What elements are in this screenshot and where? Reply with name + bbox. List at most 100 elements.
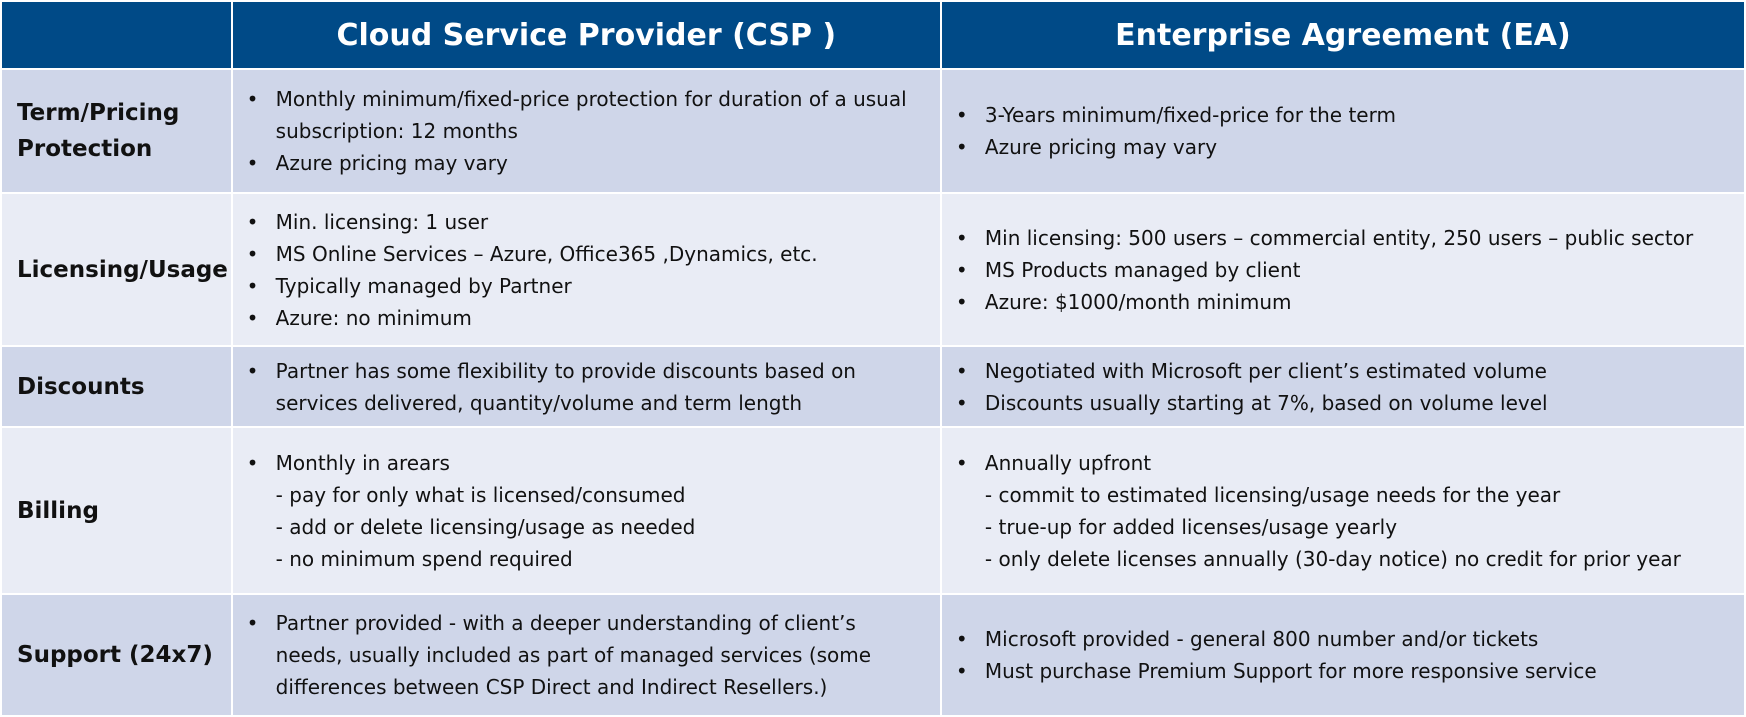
bullet-text: Partner provided - with a deeper underst… <box>275 611 856 636</box>
bullet-text: MS Products managed by client <box>984 257 1301 282</box>
bullet-item: • Typically managed by Partner <box>247 270 934 302</box>
bullet-dot-icon: • <box>246 305 259 330</box>
bullet-text: Discounts usually starting at 7%, based … <box>984 390 1548 415</box>
row-label-line: Term/Pricing <box>17 99 180 126</box>
bullet-text: Azure: no minimum <box>275 305 472 330</box>
bullet-text: Azure pricing may vary <box>275 150 508 175</box>
bullet-item: • MS Products managed by client <box>956 254 1738 286</box>
sub-item: - no minimum spend required <box>247 543 934 575</box>
bullet-item: • Min. licensing: 1 user <box>247 206 934 238</box>
bullet-text: Annually upfront <box>984 450 1152 475</box>
sub-item: - only delete licenses annually (30-day … <box>956 543 1738 575</box>
bullet-item: • Azure: no minimum <box>247 302 934 334</box>
continuation-text: differences between CSP Direct and Indir… <box>275 675 828 700</box>
bullet-text: Microsoft provided - general 800 number … <box>984 627 1539 652</box>
row-label-line: Support (24x7) <box>17 642 213 669</box>
ea-cell: • 3-Years minimum/fixed-price for the ter… <box>941 70 1744 192</box>
bullet-text: Typically managed by Partner <box>275 273 572 298</box>
bullet-text: MS Online Services – Azure, Office365 ,D… <box>275 241 818 266</box>
row-billing: Billing • Monthly in arears - pay for only … <box>2 428 1744 594</box>
bullet-text: Partner has some flexibility to provide … <box>275 358 856 383</box>
bullet-dot-icon: • <box>955 450 968 475</box>
header-ea: Enterprise Agreement (EA) <box>941 2 1744 68</box>
bullet-dot-icon: • <box>246 209 259 234</box>
bullet-item: • Annually upfront <box>956 447 1738 479</box>
bullet-item: • Azure pricing may vary <box>956 131 1738 163</box>
sub-item: - pay for only what is licensed/consumed <box>247 479 934 511</box>
row-label: Billing <box>2 428 231 594</box>
sub-item-text: - commit to estimated licensing/usage ne… <box>984 482 1561 507</box>
continuation-text: services delivered, quantity/volume and … <box>275 390 802 415</box>
ea-cell: • Annually upfront - commit to estimated l… <box>941 428 1744 594</box>
bullet-text: Azure: $1000/month minimum <box>984 289 1292 314</box>
bullet-item: • Monthly in arears <box>247 447 934 479</box>
row-licensing-usage: Licensing/Usage • Min. licensing: 1 user • M… <box>2 193 1744 346</box>
bullet-dot-icon: • <box>955 134 968 159</box>
bullet-dot-icon: • <box>955 358 968 383</box>
bullet-dot-icon: • <box>246 450 259 475</box>
csp-cell: • Monthly in arears - pay for only what is… <box>232 428 940 594</box>
bullet-item: • Azure pricing may vary <box>247 147 934 179</box>
bullet-item: • Min licensing: 500 users – commercial e… <box>956 222 1738 254</box>
bullet-text: Negotiated with Microsoft per client’s e… <box>984 358 1547 383</box>
bullet-item: • Monthly minimum/fixed-price protection … <box>247 83 934 115</box>
row-label-line: Billing <box>17 497 99 524</box>
ea-cell: • Negotiated with Microsoft per client’s … <box>941 347 1744 427</box>
bullet-item: • Azure: $1000/month minimum <box>956 286 1738 318</box>
bullet-dot-icon: • <box>955 289 968 314</box>
bullet-item: • Must purchase Premium Support for more … <box>956 655 1738 687</box>
bullet-dot-icon: • <box>955 102 968 127</box>
row-label: Term/Pricing Protection <box>2 70 231 192</box>
sub-item-text: - add or delete licensing/usage as neede… <box>275 514 696 539</box>
row-label: Support (24x7) <box>2 595 231 715</box>
row-label: Licensing/Usage <box>2 193 231 346</box>
ea-cell: • Min licensing: 500 users – commercial e… <box>941 193 1744 346</box>
row-label: Discounts <box>2 347 231 427</box>
bullet-dot-icon: • <box>246 273 259 298</box>
row-support: Support (24x7) • Partner provided - with a… <box>2 595 1744 715</box>
bullet-item: • MS Online Services – Azure, Office365 ,… <box>247 238 934 270</box>
bullet-text: Monthly in arears <box>275 450 450 475</box>
bullet-dot-icon: • <box>955 659 968 684</box>
bullet-dot-icon: • <box>246 86 259 111</box>
bullet-dot-icon: • <box>955 627 968 652</box>
bullet-item: • Microsoft provided - general 800 number… <box>956 623 1738 655</box>
bullet-dot-icon: • <box>246 241 259 266</box>
continuation-line: subscription: 12 months <box>247 115 934 147</box>
row-discounts: Discounts • Partner has some flexibility t… <box>2 347 1744 427</box>
continuation-text: subscription: 12 months <box>275 118 518 143</box>
header-blank-cell <box>2 2 231 68</box>
csp-cell: • Partner has some flexibility to provide… <box>232 347 940 427</box>
continuation-text: needs, usually included as part of manag… <box>275 643 872 668</box>
bullet-dot-icon: • <box>246 150 259 175</box>
bullet-item: • Partner has some flexibility to provide… <box>247 355 934 387</box>
bullet-text: Must purchase Premium Support for more r… <box>984 659 1597 684</box>
bullet-text: 3-Years minimum/fixed-price for the term <box>984 102 1396 127</box>
bullet-text: Monthly minimum/fixed-price protection f… <box>275 86 907 111</box>
csp-cell: • Partner provided - with a deeper unders… <box>232 595 940 715</box>
bullet-item: • 3-Years minimum/fixed-price for the ter… <box>956 99 1738 131</box>
header-row: Cloud Service Provider (CSP ) Enterprise… <box>2 2 1744 68</box>
continuation-line: needs, usually included as part of manag… <box>247 639 934 671</box>
ea-cell: • Microsoft provided - general 800 number… <box>941 595 1744 715</box>
sub-item-text: - only delete licenses annually (30-day … <box>984 546 1681 571</box>
csp-cell: • Min. licensing: 1 user • MS Online Servic… <box>232 193 940 346</box>
sub-item-text: - pay for only what is licensed/consumed <box>275 482 686 507</box>
sub-item: - add or delete licensing/usage as neede… <box>247 511 934 543</box>
sub-item: - true-up for added licenses/usage yearl… <box>956 511 1738 543</box>
continuation-line: differences between CSP Direct and Indir… <box>247 671 934 703</box>
bullet-dot-icon: • <box>955 257 968 282</box>
row-label-line: Licensing/Usage <box>17 256 228 283</box>
csp-cell: • Monthly minimum/fixed-price protection … <box>232 70 940 192</box>
continuation-line: services delivered, quantity/volume and … <box>247 387 934 419</box>
sub-item-text: - no minimum spend required <box>275 546 573 571</box>
sub-item-text: - true-up for added licenses/usage yearl… <box>984 514 1398 539</box>
row-term-pricing: Term/Pricing Protection • Monthly minimum/f… <box>2 70 1744 192</box>
bullet-item: • Partner provided - with a deeper unders… <box>247 607 934 639</box>
bullet-dot-icon: • <box>955 225 968 250</box>
header-csp: Cloud Service Provider (CSP ) <box>232 2 940 68</box>
row-label-line: Protection <box>17 135 153 162</box>
bullet-dot-icon: • <box>246 358 259 383</box>
sub-item: - commit to estimated licensing/usage ne… <box>956 479 1738 511</box>
